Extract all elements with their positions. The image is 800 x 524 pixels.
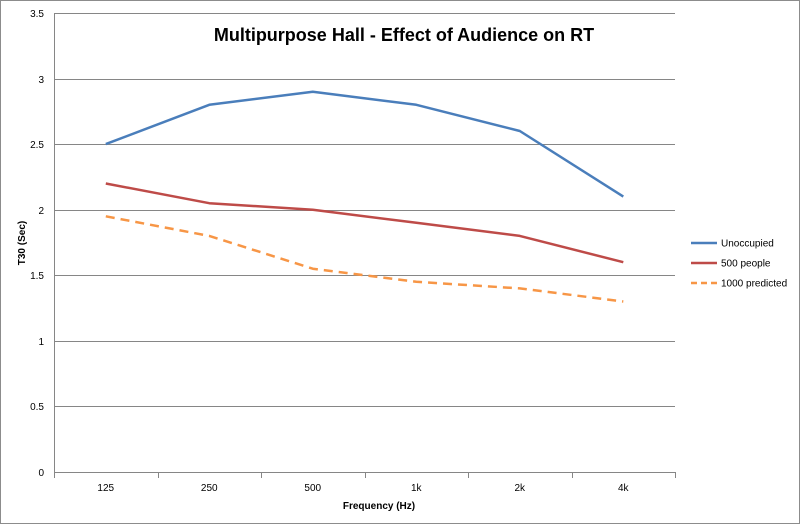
y-tick-label: 1.5 [30, 271, 44, 282]
y-axis-title: T30 (Sec) [17, 221, 28, 265]
x-tick-label: 2k [514, 483, 526, 494]
series-line-0 [105, 90, 624, 198]
series-line-1 [105, 182, 624, 264]
x-tick-label: 4k [618, 483, 630, 494]
x-tick-label: 250 [201, 483, 218, 494]
chart-title: Multipurpose Hall - Effect of Audience o… [214, 25, 594, 45]
x-axis-title: Frequency (Hz) [343, 501, 415, 512]
y-tick-label: 1 [38, 337, 44, 348]
x-tick-label: 1k [411, 483, 423, 494]
gridlines [54, 13, 675, 407]
x-tick-labels: 125 250 500 1k 2k 4k [97, 483, 629, 494]
legend-label: 500 people [721, 259, 771, 270]
y-tick-label: 3 [38, 75, 44, 86]
y-tick-label: 0 [38, 468, 44, 479]
y-tick-labels: 0 0.5 1 1.5 2 2.5 3 3.5 [30, 9, 44, 479]
y-tick-label: 2 [38, 206, 44, 217]
legend-label: 1000 predicted [721, 279, 787, 290]
x-tick-label: 500 [304, 483, 321, 494]
legend: Unoccupied 500 people 1000 predicted [691, 239, 787, 290]
series-line-2 [105, 215, 624, 303]
y-tick-label: 2.5 [30, 140, 44, 151]
axes [54, 13, 676, 478]
legend-label: Unoccupied [721, 239, 774, 250]
y-tick-label: 0.5 [30, 402, 44, 413]
series-lines [105, 90, 624, 303]
y-tick-label: 3.5 [30, 9, 44, 20]
x-tick-label: 125 [97, 483, 114, 494]
